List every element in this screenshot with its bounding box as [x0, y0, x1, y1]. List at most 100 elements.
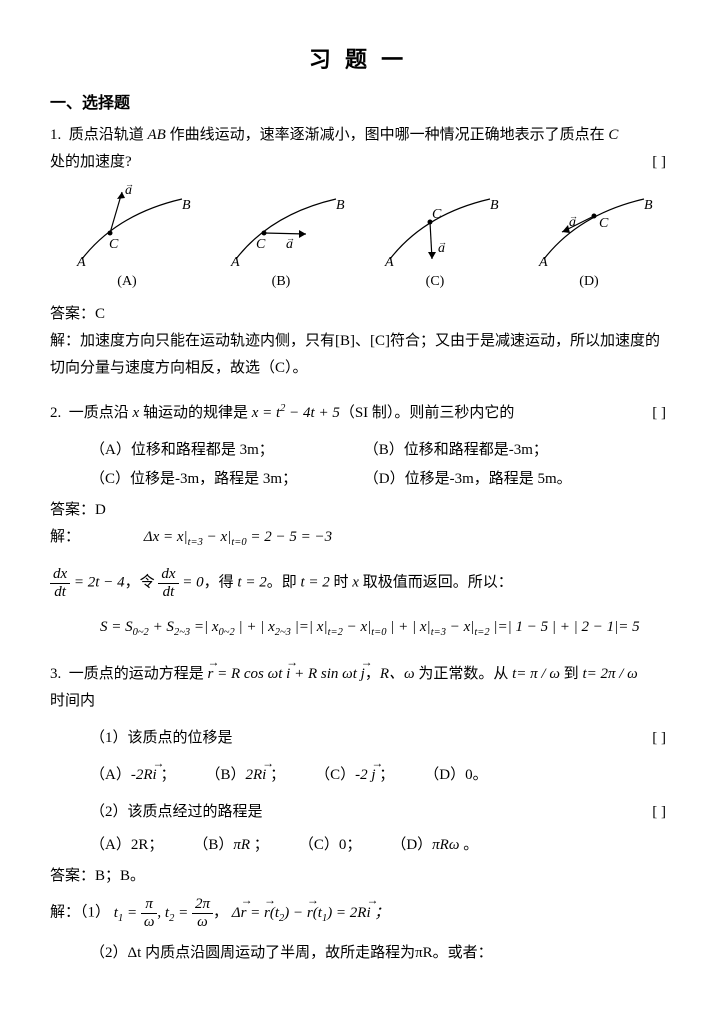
q3-p2D-s: 。 — [463, 837, 478, 853]
q3-num: 3. — [50, 666, 61, 682]
q1-explain: 解：加速度方向只能在运动轨迹内侧，只有[B]、[C]符合；又由于是减速运动，所以… — [50, 328, 666, 382]
q3-p1C-v: -2 — [355, 767, 371, 783]
q3-textc: 为正常数。从 — [415, 666, 513, 682]
fig-c-svg: A B C a → — [370, 184, 500, 269]
q3-p1C-l: （C） — [315, 767, 355, 783]
section-header: 一、选择题 — [50, 90, 666, 119]
q2-l3p: + S — [149, 619, 174, 635]
q2-l3t2: t=2 — [328, 627, 343, 638]
q3-i: i — [286, 661, 290, 688]
q3-s1-t2: t2 = — [165, 905, 192, 921]
q3-r: r — [208, 661, 214, 688]
svg-text:A: A — [384, 255, 394, 269]
q2-optD: （D）位移是-3m，路程是 5m。 — [364, 471, 572, 487]
q2-answer: 答案：D — [50, 497, 666, 524]
q3-s1eq: Δ — [232, 905, 241, 921]
q2-l2t4: 取极值而返回。所以： — [359, 575, 513, 591]
q2-l1a: Δx = x| — [144, 529, 188, 545]
q2-expl: 解： Δx = x|t=3 − x|t=0 = 2 − 5 = −3 — [50, 524, 666, 553]
q2-l3t0: t=0 — [371, 627, 386, 638]
svg-text:C: C — [256, 237, 266, 252]
q3-p1A-i: i — [153, 762, 157, 789]
q1-text-a: 质点沿轨道 — [69, 127, 148, 143]
q2-l2t3: 时 — [330, 575, 353, 591]
q1-text-c: 处的加速度? — [50, 154, 132, 170]
q3-s1r2: r — [264, 900, 270, 927]
q2-ans: D — [95, 502, 106, 518]
q3-p1D: （D）0。 — [424, 762, 487, 789]
q1-answer: 答案：C — [50, 301, 666, 328]
q3-p2B-l: （B） — [193, 837, 233, 853]
page-title: 习 题 一 — [50, 40, 666, 80]
q1-c: C — [608, 127, 618, 143]
svg-text:→: → — [569, 211, 578, 221]
q3-s1f1n: π — [141, 896, 158, 914]
q3-p1A-l: （A） — [90, 767, 131, 783]
q3-p1C-j: j — [371, 762, 375, 789]
q3-p2A: （A）2R； — [90, 832, 163, 859]
q1-ab: AB — [148, 127, 166, 143]
q3-s1p2: ) − — [284, 905, 307, 921]
q2-line1: Δx = x|t=3 − x|t=0 = 2 − 5 = −3 — [144, 529, 332, 545]
q3-p2: （2）该质点经过的路程是 [ ] — [50, 799, 666, 826]
q3-s1c: , — [157, 905, 165, 921]
q1-bracket: [ ] — [652, 149, 666, 176]
q3-s1eq2: = — [246, 905, 264, 921]
q3-s1f1d: ω — [141, 914, 158, 931]
q2-optC: （C）位移是-3m，路程是 3m； — [90, 466, 330, 493]
fig-d-svg: A B C a → — [524, 184, 654, 269]
q2-l2z: = 0 — [182, 575, 203, 591]
ans-label: 答案： — [50, 306, 95, 322]
ans-label: 答案： — [50, 502, 95, 518]
q2-l3p2: | + | x — [235, 619, 275, 635]
q3-s1f2d: ω — [192, 914, 213, 931]
q2-bracket: [ ] — [652, 400, 666, 427]
q2-l2t2b: 。即 — [267, 575, 301, 591]
q3-p2-text: （2）该质点经过的路程是 — [90, 804, 263, 820]
q2-l1t0: t=0 — [231, 537, 246, 548]
q3-p1B-i: i — [262, 762, 266, 789]
q2-l3p6: − x| — [446, 619, 474, 635]
q2-eq-base: x = t — [252, 405, 280, 421]
fig-b-label: (B) — [216, 269, 346, 294]
q2-text-b: 轴运动的规律是 — [139, 405, 252, 421]
q1-num: 1. — [50, 127, 61, 143]
q3-s1-f1: πω — [141, 896, 158, 930]
q3-s1r: r — [241, 900, 247, 927]
q3-to: 到 — [560, 666, 583, 682]
q2-l3eq: =| x — [190, 619, 218, 635]
q2-l3t3: t=3 — [431, 627, 446, 638]
q3-p2D: （D）πRω 。 — [391, 832, 478, 859]
q1-line2: 处的加速度? [ ] — [50, 149, 666, 176]
q3-p1B-v: 2R — [245, 767, 262, 783]
q3-p1B: （B）2Ri ； — [205, 762, 285, 789]
ans-label: 答案： — [50, 868, 95, 884]
q2-l3s1: 0~2 — [133, 627, 149, 638]
q3-p1B-l: （B） — [205, 767, 245, 783]
q3-p1-text: （1）该质点的位移是 — [90, 730, 233, 746]
q3-p1C: （C）-2 j ； — [315, 762, 394, 789]
svg-text:A: A — [76, 255, 86, 269]
q2-line2: dxdt = 2t − 4，令 dxdt = 0，得 t = 2。即 t = 2… — [50, 566, 666, 600]
q3-eqa: = R cos ωt — [213, 666, 286, 682]
svg-text:B: B — [644, 198, 653, 213]
q3-s1-f2: 2πω — [192, 896, 213, 930]
svg-text:C: C — [109, 237, 119, 252]
svg-text:C: C — [599, 216, 609, 231]
q2-l2mid: ，令 — [125, 575, 159, 591]
q2-l1b: − x| — [203, 529, 231, 545]
q3-p2C: （C）0； — [299, 832, 362, 859]
q2-opts1: （A）位移和路程都是 3m； （B）位移和路程都是-3m； — [50, 437, 666, 464]
q3-s1i: i — [366, 900, 370, 927]
q3-p1-bracket: [ ] — [652, 725, 666, 752]
q3-t1: t= π / ω — [512, 666, 560, 682]
q2: 2. 一质点沿 x 轴运动的规律是 x = t2 − 4t + 5（SI 制）。… — [50, 400, 666, 427]
q1: 1. 质点沿轨道 AB 作曲线运动，速率逐渐减小，图中哪一种情况正确地表示了质点… — [50, 122, 666, 149]
svg-text:A: A — [230, 255, 240, 269]
svg-text:B: B — [490, 198, 499, 213]
q2-l2x: x — [352, 575, 359, 591]
q2-l2eq: = 2t − 4 — [74, 575, 125, 591]
fig-b-svg: A B C a → — [216, 184, 346, 269]
q2-frac2: dxdt — [158, 566, 178, 600]
q3-textd: 时间内 — [50, 688, 666, 715]
